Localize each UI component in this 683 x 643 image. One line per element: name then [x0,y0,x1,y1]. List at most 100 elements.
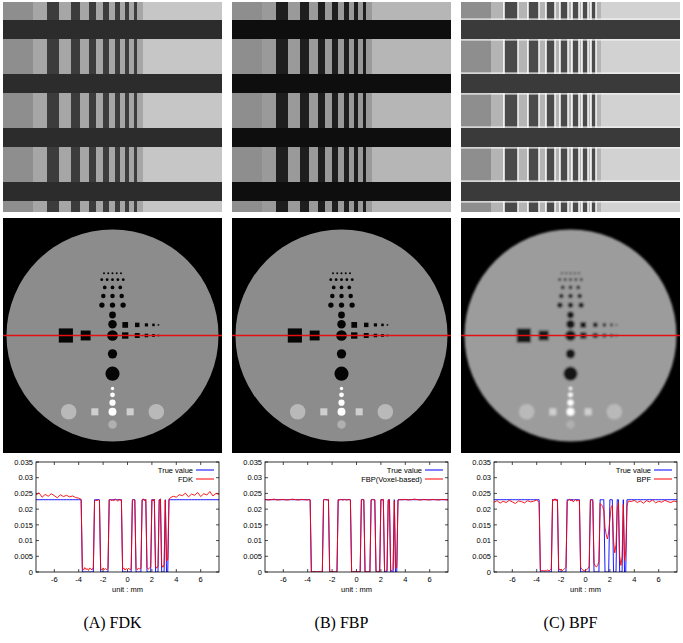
plot-frame [265,462,448,572]
plot-frame [494,462,677,572]
x-tick [658,462,659,465]
y-tick-label: 0.01 [247,536,262,545]
phantom-dot [336,272,338,274]
legend-label: True value [158,466,193,475]
image-ground [232,218,451,453]
y-tick [265,477,268,478]
phantom-square [616,324,618,326]
phantom-square [549,408,556,415]
y-tick [265,540,268,541]
x-tick [429,462,430,465]
y-tick-label: 0.025 [472,489,491,498]
phantom-dot [103,272,105,274]
phantom-dot [339,302,344,307]
y-tick-label: 0.035 [472,458,491,467]
phantom-square [145,323,148,326]
phantom-dot [99,302,104,307]
x-tick-label: -2 [329,575,336,584]
phantom-dot [107,272,109,274]
phantom-dot [339,294,344,299]
phantom-dot [348,294,353,299]
legend-swatch [196,479,214,480]
phantom-dot [347,286,351,290]
phantom-dot [111,278,114,281]
x-tick [54,462,55,465]
phantom-dot [558,278,561,281]
phantom-dot [566,320,574,328]
y-tick [216,556,219,557]
phantom-square [152,324,155,327]
phantom-square [135,323,139,327]
y-tick [674,509,677,510]
image-band [232,182,451,201]
y-tick-label: 0.02 [476,505,491,514]
phantom-dot [122,278,125,281]
profile-series [494,499,677,572]
y-tick-label: 0.015 [472,521,491,530]
x-tick [151,462,152,465]
phantom-dot [101,294,106,299]
image-ground [232,2,451,212]
y-tick-label: 0 [29,568,33,577]
phantom-dot [340,278,343,281]
phantom-dot [607,404,623,420]
y-tick-label: 0.035 [243,458,262,467]
x-tick-label: 4 [174,575,178,584]
image-streak [461,19,680,20]
y-tick-label: 0.015 [14,521,33,530]
x-tick-label: -4 [75,575,82,584]
profile-line [3,335,222,337]
x-tick-label: -4 [533,575,540,584]
phantom-dot [337,420,345,428]
top-image [232,2,451,212]
y-tick [265,493,268,494]
legend-label: BPF [636,475,651,484]
y-tick-label: 0.035 [14,458,33,467]
legend-swatch [425,470,443,471]
y-tick [494,540,497,541]
phantom-dot [568,302,573,307]
image-band [461,20,680,39]
phantom-dot [149,404,165,420]
profile-series [494,500,677,572]
x-tick [561,462,562,465]
image-band [461,182,680,201]
y-tick [216,540,219,541]
image-streak [461,147,680,148]
x-tick [176,462,177,465]
phantom-dot [341,272,343,274]
y-tick-label: 0 [487,568,491,577]
y-tick [445,524,448,525]
x-tick-label: -2 [100,575,107,584]
image-streak [461,39,680,40]
x-tick-label: -4 [304,575,311,584]
y-tick [216,524,219,525]
y-tick [36,556,39,557]
x-tick [429,569,430,572]
phantom-dot [568,294,573,299]
phantom-dot [290,404,306,420]
x-tick [585,462,586,465]
x-tick-label: -6 [51,575,58,584]
phantom-dot [577,294,582,299]
phantom-image [232,218,451,453]
phantom-dot [339,392,344,397]
phantom-square [387,324,389,326]
phantom-dot [557,302,562,307]
x-axis-title: unit : mm [570,585,601,594]
y-tick-label: 0.025 [14,489,33,498]
x-tick [78,462,79,465]
phantom-square [356,408,363,415]
phantom-square [127,408,134,415]
phantom-square [320,408,327,415]
y-tick-label: 0.01 [476,536,491,545]
x-tick [54,569,55,572]
phantom-dot [103,286,107,290]
phantom-dot [569,387,572,390]
phantom-dot [567,312,574,319]
image-band [3,20,222,39]
x-axis-title: unit : mm [341,585,372,594]
y-tick-label: 0.015 [243,521,262,530]
plot-frame [36,462,219,572]
phantom-dot [105,367,119,381]
